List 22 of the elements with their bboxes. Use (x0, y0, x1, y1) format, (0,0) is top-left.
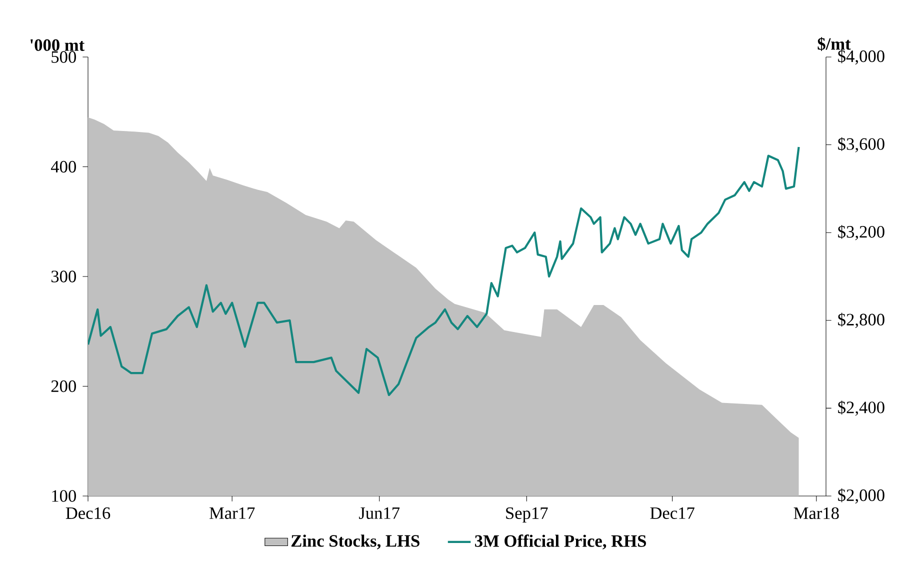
line-series (88, 146, 800, 396)
x-tick-label: Dec16 (66, 507, 110, 520)
y2-tick-label: $3,200 (838, 224, 884, 240)
x-tick-label: Sep17 (506, 507, 548, 523)
x-tick-label: Mar17 (209, 507, 255, 519)
x-tick-label: Dec17 (650, 507, 694, 519)
y2-tick-label: $2,800 (838, 312, 884, 328)
y2-tick-label: $3,600 (838, 137, 884, 152)
x-tick-label: Jun17 (359, 507, 400, 519)
x-tick-label: Mar18 (794, 507, 839, 520)
y-tick-label: 200 (51, 380, 76, 392)
y-tick-label: 500 (52, 51, 76, 63)
y2-tick-label: $2,400 (838, 400, 884, 416)
y-tick-label: 300 (51, 270, 76, 282)
y2-tick-label: $4,000 (838, 49, 884, 65)
y-tick-label: 400 (50, 160, 76, 173)
y2-axis-title: $/mt (818, 37, 851, 51)
y-axis-title: '000 mt (30, 39, 85, 51)
legend-label: Zinc Stocks, LHS (291, 534, 420, 550)
y2-tick-label: $2,000 (838, 488, 884, 504)
y-tick-label: 100 (52, 490, 76, 502)
legend-label: 3M Official Price, RHS (475, 534, 646, 550)
